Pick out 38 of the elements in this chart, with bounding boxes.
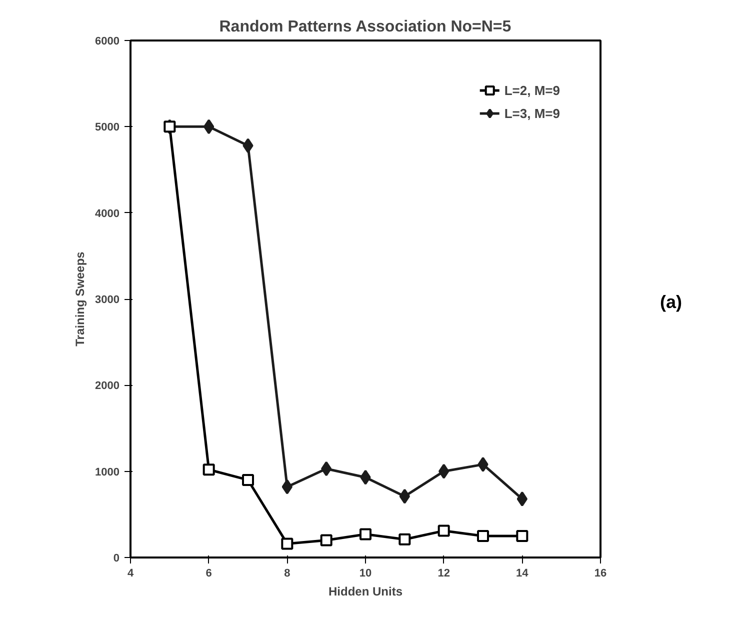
legend-label: L=3, M=9	[504, 106, 560, 120]
point	[202, 464, 215, 476]
point	[477, 530, 489, 542]
point	[516, 530, 528, 542]
y-tick-label: 5000	[95, 122, 120, 134]
point	[321, 461, 332, 476]
x-tick-label: 12	[438, 568, 450, 580]
x-tick-label: 4	[127, 568, 134, 580]
text: (a)	[660, 291, 682, 314]
point	[204, 119, 214, 134]
point	[320, 534, 332, 546]
point	[399, 488, 410, 504]
chart-title: Random Patterns Association No=N=5	[219, 18, 512, 36]
y-tick-label: 0	[113, 552, 120, 564]
y-axis-title: Training Sweeps	[73, 251, 88, 346]
legend-label: L=2, M=9	[504, 82, 560, 98]
x-tick-label: 14	[516, 568, 530, 580]
point	[242, 474, 254, 486]
y-tick-label: 6000	[95, 36, 120, 48]
y-tick-label: 2000	[95, 380, 120, 392]
y-tick-label: 4000	[95, 208, 120, 220]
point	[360, 528, 372, 540]
x-tick-label: 8	[284, 568, 290, 580]
point	[282, 479, 292, 494]
point	[242, 138, 254, 154]
point	[360, 470, 371, 485]
point	[516, 491, 528, 506]
point	[478, 456, 488, 472]
point	[281, 538, 294, 550]
x-tick-label: 16	[594, 568, 607, 580]
x-axis-title: Hidden Units	[328, 584, 403, 598]
x-tick-label: 10	[359, 568, 372, 580]
point	[438, 464, 450, 479]
y-tick-label: 3000	[95, 294, 120, 306]
x-tick-label: 6	[206, 568, 212, 580]
point	[438, 524, 450, 537]
point	[398, 533, 411, 546]
y-tick-label: 1000	[95, 466, 120, 478]
